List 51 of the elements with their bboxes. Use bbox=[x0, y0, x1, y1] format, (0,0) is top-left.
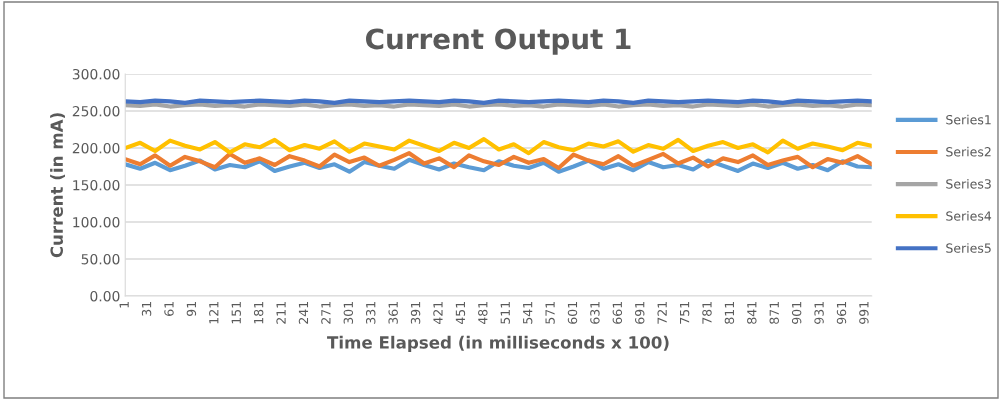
x-tick-label: 721 bbox=[657, 302, 667, 324]
x-tick-label: 61 bbox=[164, 302, 174, 316]
x-tick-label: 241 bbox=[298, 302, 309, 324]
x-tick-label: 211 bbox=[276, 302, 286, 324]
chart-title: Current Output 1 bbox=[366, 28, 631, 55]
x-tick-label: 691 bbox=[635, 302, 645, 324]
x-tick-label: 931 bbox=[814, 302, 824, 324]
x-tick-label: 91 bbox=[186, 302, 197, 316]
y-tick-label: 300.00 bbox=[72, 68, 120, 80]
legend-label: Series1 bbox=[946, 114, 991, 125]
x-tick-label: 871 bbox=[769, 302, 779, 324]
x-tick-label: 391 bbox=[410, 302, 421, 324]
x-tick-label: 451 bbox=[455, 302, 466, 325]
legend-label: Series5 bbox=[946, 243, 991, 253]
x-tick-label: 361 bbox=[388, 302, 398, 324]
y-tick-label: 50.00 bbox=[81, 253, 120, 265]
x-tick-label: 841 bbox=[747, 302, 757, 324]
y-axis-title: Current (in mA) bbox=[50, 113, 65, 258]
y-tick-label: 200.00 bbox=[72, 142, 120, 154]
x-tick-label: 661 bbox=[612, 302, 623, 324]
y-tick-label: 0.00 bbox=[90, 290, 120, 302]
legend-label: Series4 bbox=[946, 211, 992, 221]
legend-label: Series3 bbox=[946, 178, 991, 189]
line-series bbox=[125, 151, 872, 171]
y-tick-label: 150.00 bbox=[73, 179, 120, 191]
x-tick-label: 121 bbox=[209, 302, 219, 324]
x-tick-label: 1 bbox=[119, 302, 129, 308]
y-tick-label: 100.00 bbox=[73, 216, 120, 228]
x-tick-label: 991 bbox=[859, 302, 869, 324]
x-tick-label: 571 bbox=[545, 302, 555, 324]
x-tick-label: 421 bbox=[433, 302, 443, 325]
x-tick-label: 961 bbox=[836, 302, 847, 324]
x-tick-label: 631 bbox=[590, 302, 600, 324]
x-tick-label: 181 bbox=[253, 302, 264, 324]
x-tick-label: 31 bbox=[141, 302, 152, 316]
x-tick-label: 511 bbox=[500, 302, 510, 324]
x-tick-label: 751 bbox=[680, 302, 690, 324]
x-tick-label: 481 bbox=[478, 302, 488, 325]
x-tick-label: 271 bbox=[321, 302, 331, 324]
y-tick-label: 250.00 bbox=[72, 105, 120, 117]
x-tick-label: 151 bbox=[231, 302, 241, 324]
x-tick-label: 781 bbox=[702, 302, 712, 324]
x-tick-label: 601 bbox=[567, 302, 578, 324]
x-tick-label: 541 bbox=[523, 302, 533, 324]
legend-label: Series2 bbox=[946, 146, 991, 157]
line-series bbox=[125, 137, 872, 156]
x-tick-label: 301 bbox=[343, 302, 354, 324]
x-tick-label: 901 bbox=[791, 302, 802, 324]
x-tick-label: 331 bbox=[366, 302, 376, 324]
x-tick-label: 811 bbox=[724, 302, 735, 324]
x-axis-title: Time Elapsed (in milliseconds x 100) bbox=[327, 335, 669, 352]
